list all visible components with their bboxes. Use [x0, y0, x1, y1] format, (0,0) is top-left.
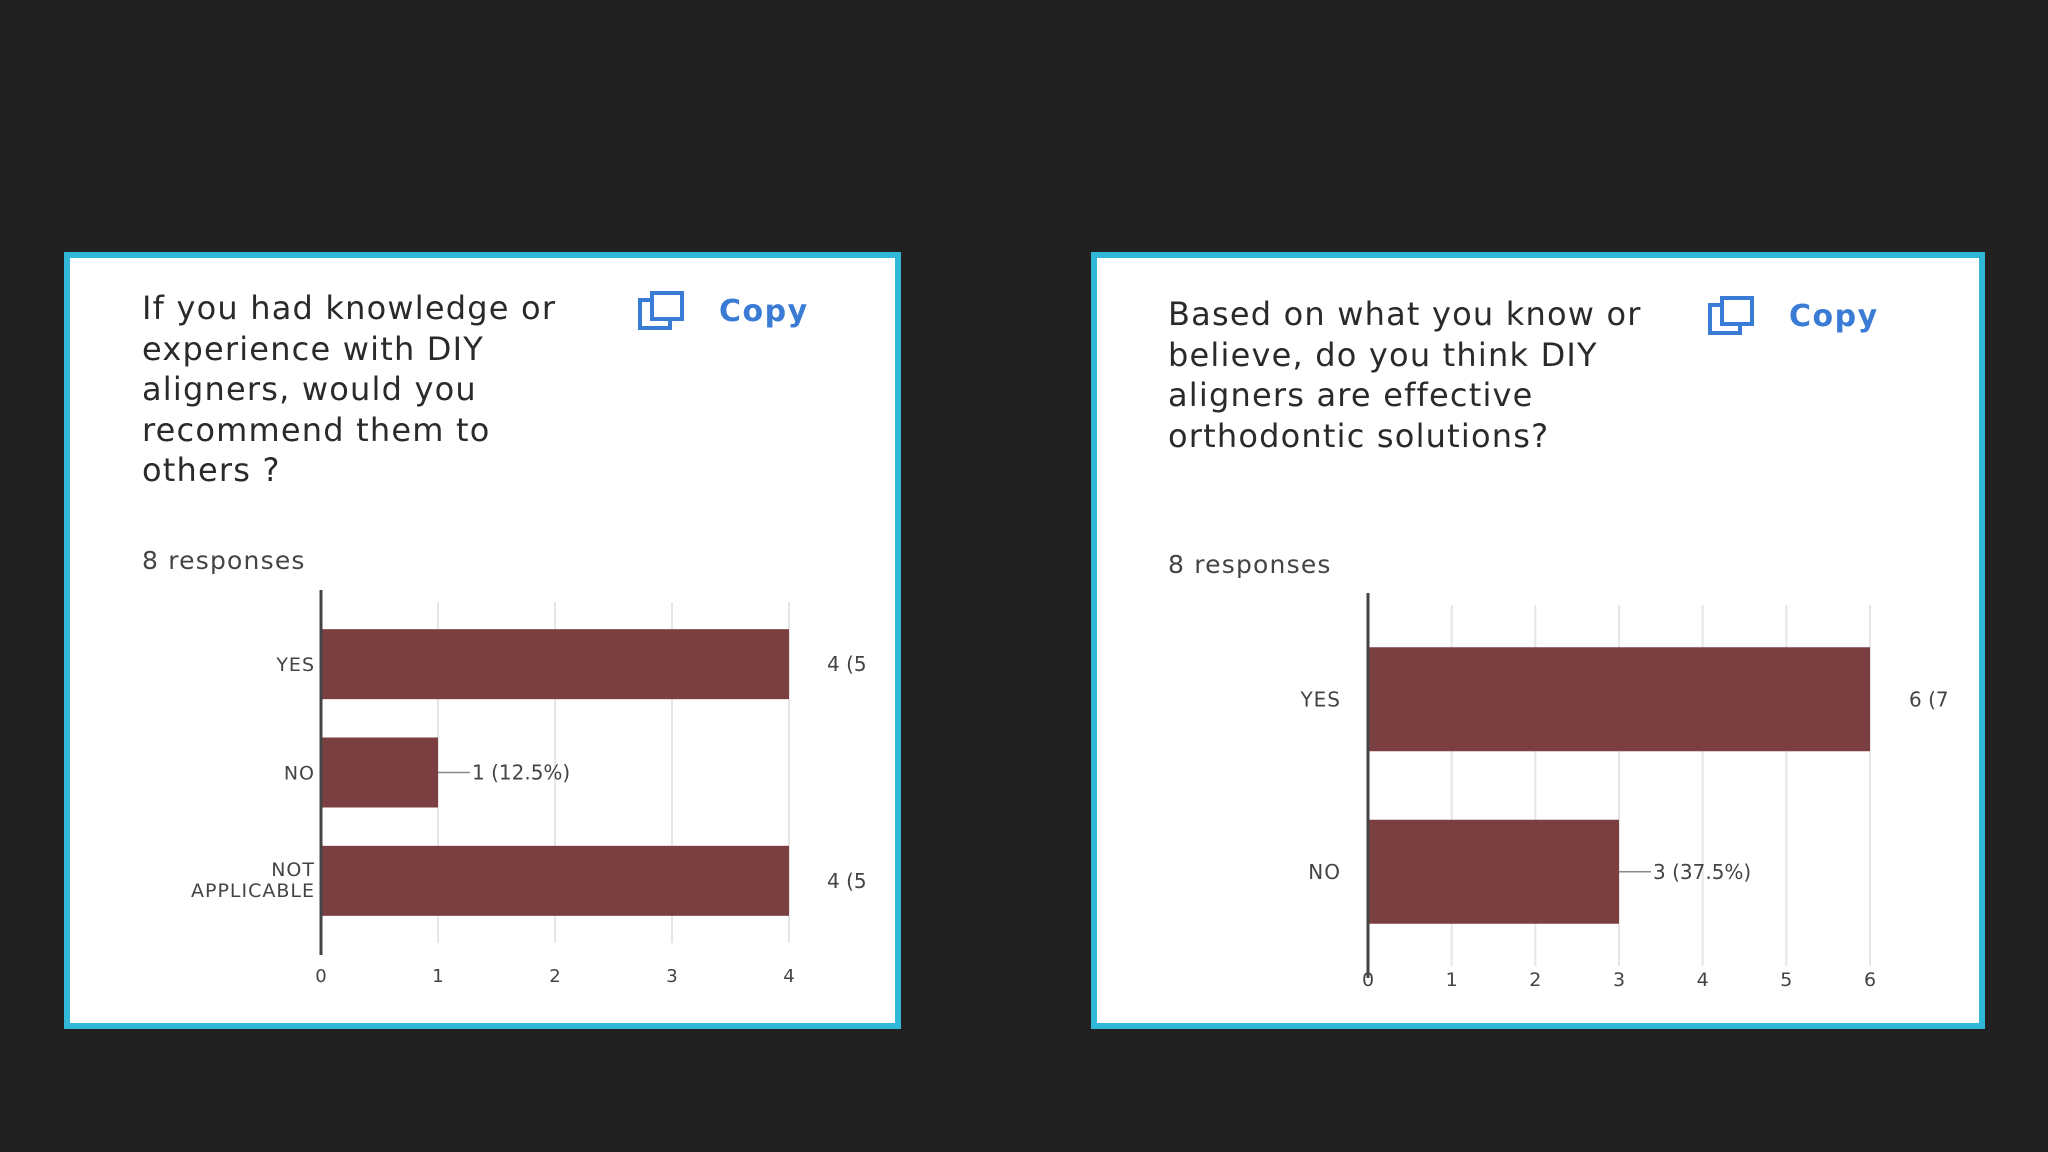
x-tick-label: 2: [549, 966, 560, 987]
bar-chart-recommend: YES 4 (5 NO 1 (12.5%) NOT APPLICABLE 4 (5 0 1 2 3 4: [191, 590, 867, 987]
x-tick-label: 3: [1613, 969, 1625, 991]
copy-button[interactable]: Copy: [637, 291, 809, 331]
x-tick-label: 5: [1780, 969, 1792, 991]
bar-yes: [321, 629, 789, 700]
copy-icon: [638, 291, 684, 330]
response-count: 8 responses: [142, 546, 306, 575]
x-tick-label: 1: [432, 966, 443, 987]
response-count: 8 responses: [1168, 550, 1332, 579]
copy-label: Copy: [1789, 298, 1879, 334]
category-label: NO: [1308, 860, 1341, 884]
x-tick-label: 2: [1529, 969, 1541, 991]
bar-yes: [1368, 647, 1870, 752]
bar-no: [1368, 819, 1619, 924]
data-label: 4 (5: [827, 652, 867, 676]
bar-no: [321, 737, 438, 808]
bar-chart-effective: YES 6 (7 NO 3 (37.5%) 0 1 2 3 4 5 6: [1299, 593, 1949, 991]
x-tick-label: 1: [1446, 969, 1458, 991]
data-label: 4 (5: [827, 869, 867, 893]
bar-not-applicable: [321, 845, 789, 916]
category-label: YES: [1299, 687, 1341, 711]
category-label: NO: [284, 763, 315, 785]
category-label: NOT APPLICABLE: [191, 859, 315, 902]
question-title: Based on what you know or believe, do yo…: [1168, 295, 1642, 455]
data-label: 3 (37.5%): [1653, 860, 1751, 884]
copy-label: Copy: [719, 293, 809, 329]
x-tick-label: 0: [315, 966, 326, 987]
data-label: 6 (7: [1909, 687, 1949, 711]
copy-button[interactable]: Copy: [1707, 296, 1879, 336]
copy-icon: [1708, 296, 1754, 335]
x-tick-label: 3: [666, 966, 677, 987]
x-tick-label: 6: [1864, 969, 1876, 991]
survey-card-effective: Based on what you know or believe, do yo…: [1091, 252, 1985, 1029]
question-title: If you had knowledge or experience with …: [142, 289, 557, 489]
data-label: 1 (12.5%): [472, 761, 570, 785]
x-tick-label: 4: [783, 966, 794, 987]
survey-card-recommend: If you had knowledge or experience with …: [64, 252, 901, 1029]
category-label: YES: [275, 654, 315, 676]
x-tick-label: 4: [1697, 969, 1709, 991]
x-tick-label: 0: [1362, 969, 1374, 991]
